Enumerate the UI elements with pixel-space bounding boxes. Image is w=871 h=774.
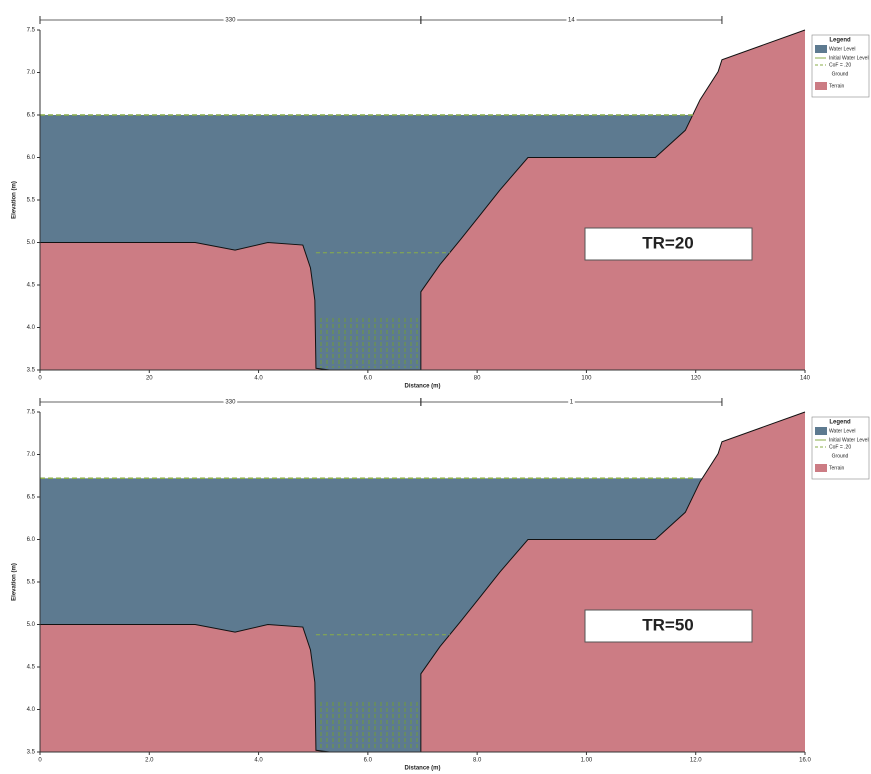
panel: 3.5 4.0 4.5 5.0 5.5 6.0 6.5 7.0 7.5 0 20 4.0 6.0 80 10… xyxy=(12,16,870,390)
x-tick-label: 140 xyxy=(800,376,811,382)
y-tick-label: 3.5 xyxy=(27,750,36,756)
x-tick-label: 80 xyxy=(474,376,481,382)
x-tick-label: 4.0 xyxy=(254,376,263,382)
x-tick-label: 20 xyxy=(146,376,153,382)
y-tick-label: 6.5 xyxy=(27,113,36,119)
terrain-area xyxy=(40,412,805,752)
x-tick-label: 120 xyxy=(691,376,702,382)
x-tick-label: 2.0 xyxy=(145,758,154,764)
y-tick-label: 4.0 xyxy=(27,325,36,331)
x-tick-label: 6.0 xyxy=(364,758,373,764)
y-tick-label: 5.5 xyxy=(27,580,36,586)
terrain-line xyxy=(40,411,806,753)
chart-title: TR=20 xyxy=(642,233,694,252)
y-tick-label: 4.0 xyxy=(27,707,36,713)
vegetation xyxy=(316,700,420,750)
y-tick-label: 5.0 xyxy=(27,622,36,628)
legend-swatch xyxy=(815,82,827,90)
terrain-area xyxy=(40,30,805,370)
panel: 3.5 4.0 4.5 5.0 5.5 6.0 6.5 7.0 7.5 0 2.0 4.0 6.0 8.0… xyxy=(12,398,870,772)
legend-label: Terrain xyxy=(829,465,845,471)
x-tick-label: 0 xyxy=(38,376,42,382)
legend-label: CoF = .20 xyxy=(829,444,851,450)
y-tick-label: 3.5 xyxy=(27,368,36,374)
x-tick-label: 6.0 xyxy=(364,376,373,382)
legend-swatch xyxy=(815,427,827,435)
legend-label: Ground xyxy=(832,71,849,77)
y-axis-label: Elevation (m) xyxy=(12,181,18,219)
y-tick-label: 4.5 xyxy=(27,665,36,671)
legend-label: Initial Water Level xyxy=(829,437,869,443)
dimension-label: 330 xyxy=(225,400,236,406)
title-box xyxy=(584,227,753,261)
y-tick-label: 4.5 xyxy=(27,283,36,289)
title-box xyxy=(584,609,753,643)
y-tick-label: 7.0 xyxy=(27,452,36,458)
legend-label: Ground xyxy=(832,453,849,459)
x-tick-label: 8.0 xyxy=(473,758,482,764)
dimension-label: 330 xyxy=(225,18,236,24)
x-axis-label: Distance (m) xyxy=(404,384,440,390)
x-tick-label: 16.0 xyxy=(799,758,811,764)
legend-label: CoF = .20 xyxy=(829,62,851,68)
x-tick-label: 1.00 xyxy=(581,758,593,764)
x-tick-label: 100 xyxy=(581,376,592,382)
y-tick-label: 7.5 xyxy=(27,410,36,416)
x-tick-label: 4.0 xyxy=(254,758,263,764)
legend-swatch xyxy=(815,464,827,472)
y-tick-label: 7.0 xyxy=(27,70,36,76)
legend-title: Legend xyxy=(829,420,851,426)
legend-label: Water Level xyxy=(829,46,856,52)
y-axis-label: Elevation (m) xyxy=(12,563,18,601)
y-tick-label: 7.5 xyxy=(27,28,36,34)
x-tick-label: 0 xyxy=(38,758,42,764)
x-tick-label: 12.0 xyxy=(690,758,702,764)
vegetation xyxy=(316,318,420,368)
legend-label: Initial Water Level xyxy=(829,55,869,61)
x-axis-label: Distance (m) xyxy=(404,766,440,772)
y-tick-label: 6.5 xyxy=(27,495,36,501)
legend-label: Terrain xyxy=(829,83,845,89)
y-tick-label: 6.0 xyxy=(27,155,36,161)
y-tick-label: 5.0 xyxy=(27,240,36,246)
legend-label: Water Level xyxy=(829,428,856,434)
legend-swatch xyxy=(815,45,827,53)
y-tick-label: 6.0 xyxy=(27,537,36,543)
y-tick-label: 5.5 xyxy=(27,198,36,204)
dimension-label: 14 xyxy=(568,18,575,24)
dimension-label: 1 xyxy=(570,400,574,406)
chart-title: TR=50 xyxy=(642,615,694,634)
legend-title: Legend xyxy=(829,38,851,44)
